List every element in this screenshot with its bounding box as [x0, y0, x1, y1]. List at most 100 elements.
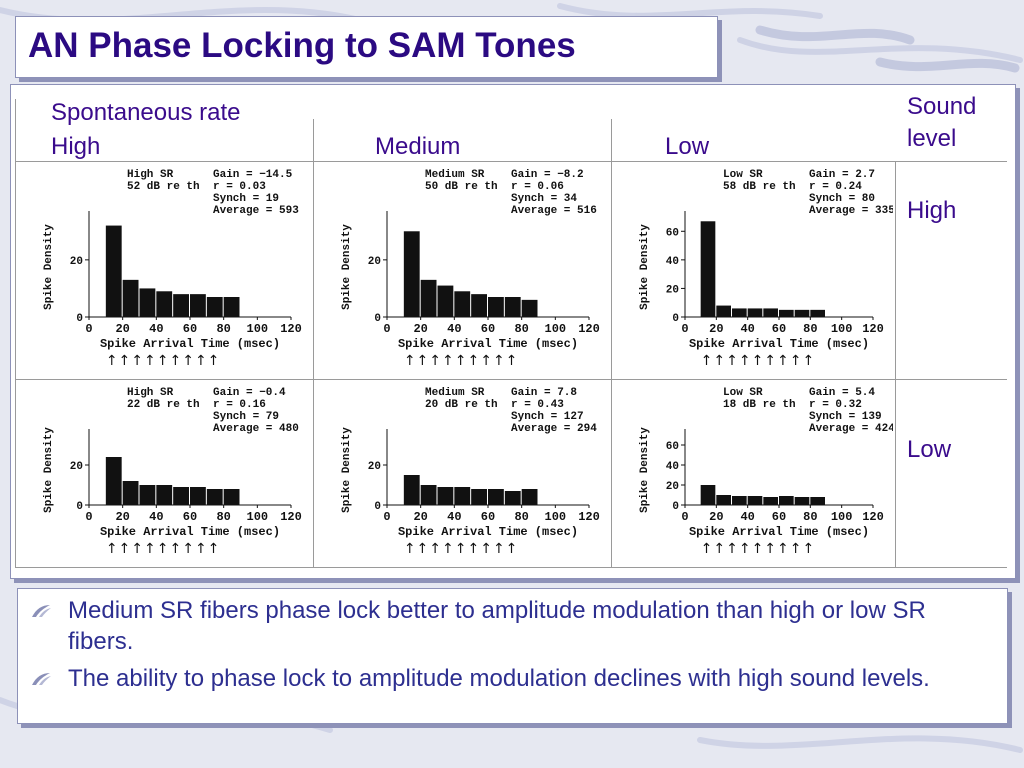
histogram-bar: [173, 487, 189, 505]
row-group-title: Sound level: [907, 93, 977, 152]
x-tick-label: 80: [803, 510, 817, 524]
histogram-bar: [700, 221, 716, 317]
stat-label: Gain = −8.2: [511, 169, 584, 181]
level-label: 22 dB re th: [127, 399, 200, 411]
histogram-bar: [156, 291, 173, 317]
x-tick-label: 40: [149, 322, 163, 336]
histogram-bar: [504, 491, 521, 505]
y-tick-label: 0: [672, 313, 679, 325]
level-label: 50 dB re th: [425, 181, 498, 193]
x-axis-label: Spike Arrival Time (msec): [689, 337, 869, 351]
stimulus-arrows: ↑↑↑↑↑↑↑↑↑: [106, 541, 221, 557]
grid-line-col1: [313, 119, 314, 567]
x-axis-label: Spike Arrival Time (msec): [398, 337, 578, 351]
stat-label: Average = 593: [213, 205, 299, 217]
histogram-bar: [420, 485, 437, 505]
x-tick-label: 60: [481, 322, 495, 336]
x-tick-label: 80: [216, 322, 230, 336]
x-tick-label: 120: [578, 322, 600, 336]
x-tick-label: 60: [772, 510, 786, 524]
stat-label: Synch = 19: [213, 193, 279, 205]
stat-label: Average = 480: [213, 423, 299, 435]
level-label: 52 dB re th: [127, 181, 200, 193]
y-axis-label: Spike Density: [341, 224, 353, 310]
x-tick-label: 20: [709, 510, 723, 524]
stat-label: Average = 516: [511, 205, 597, 217]
histogram-bar: [794, 309, 810, 317]
stat-label: Gain = −0.4: [213, 387, 286, 399]
x-tick-label: 120: [578, 510, 600, 524]
histogram-bar: [206, 489, 223, 505]
x-tick-label: 100: [831, 510, 853, 524]
histogram-medium-sr-high-level: Medium SR 50 dB re th Gain = −8.2 r = 0.06 S…: [315, 163, 609, 377]
fiber-type-label: Low SR: [723, 169, 763, 181]
histogram-bar: [810, 309, 825, 317]
slide-title-box: AN Phase Locking to SAM Tones: [15, 16, 718, 78]
x-axis-label: Spike Arrival Time (msec): [100, 525, 280, 539]
slide-title: AN Phase Locking to SAM Tones: [28, 26, 576, 65]
stat-label: Gain = 7.8: [511, 387, 577, 399]
x-tick-label: 0: [383, 322, 390, 336]
histogram-bar: [173, 294, 189, 317]
histogram-bar: [206, 297, 223, 317]
column-label-low: Low: [665, 133, 710, 160]
histogram-bar: [223, 489, 240, 505]
stat-label: Synch = 34: [511, 193, 577, 205]
histogram-medium-sr-low-level: Medium SR 20 dB re th Gain = 7.8 r = 0.43 Sy…: [315, 381, 609, 565]
swoosh-bullet-icon: [32, 673, 51, 685]
x-axis-label: Spike Arrival Time (msec): [100, 337, 280, 351]
histogram-bar: [420, 279, 437, 317]
histogram-bar: [190, 487, 206, 505]
stat-label: Gain = 2.7: [809, 169, 875, 181]
y-axis-label: Spike Density: [43, 224, 55, 310]
y-tick-label: 20: [368, 256, 381, 268]
histogram-bar: [190, 294, 206, 317]
histogram-bar: [139, 288, 156, 317]
histogram-bar: [156, 485, 173, 505]
fiber-type-label: High SR: [127, 169, 174, 181]
histogram-bar: [471, 294, 487, 317]
histogram-bar: [105, 225, 122, 317]
stimulus-arrows: ↑↑↑↑↑↑↑↑↑: [106, 353, 221, 369]
x-tick-label: 120: [862, 322, 884, 336]
histogram-bar: [794, 497, 810, 505]
y-tick-label: 0: [672, 501, 679, 513]
x-tick-label: 60: [481, 510, 495, 524]
x-tick-label: 100: [247, 322, 269, 336]
x-tick-label: 80: [803, 322, 817, 336]
row-label-high: High: [907, 197, 957, 224]
y-tick-label: 20: [666, 284, 679, 296]
y-tick-label: 0: [374, 313, 381, 325]
y-axis-label: Spike Density: [43, 427, 55, 513]
x-axis-label: Spike Arrival Time (msec): [398, 525, 578, 539]
stimulus-arrows: ↑↑↑↑↑↑↑↑↑: [404, 353, 519, 369]
y-tick-label: 0: [374, 501, 381, 513]
histogram-bar: [521, 299, 538, 317]
histogram-bar: [747, 496, 763, 505]
histogram-bar: [521, 489, 538, 505]
histogram-low-sr-low-level: Low SR 18 dB re th Gain = 5.4 r = 0.32 Synch…: [613, 381, 893, 565]
x-tick-label: 20: [413, 322, 427, 336]
stat-label: Average = 335: [809, 205, 893, 217]
grid-line-bottom: [15, 567, 1007, 568]
x-tick-label: 0: [681, 322, 688, 336]
fiber-type-label: High SR: [127, 387, 174, 399]
y-tick-label: 60: [666, 227, 679, 239]
x-tick-label: 60: [772, 322, 786, 336]
x-tick-label: 80: [514, 322, 528, 336]
grid-line-left: [15, 99, 16, 567]
stat-label: Synch = 139: [809, 411, 882, 423]
histogram-bar: [488, 297, 504, 317]
x-tick-label: 20: [115, 510, 129, 524]
x-tick-label: 40: [740, 510, 754, 524]
histogram-bar: [779, 496, 794, 505]
stat-label: Average = 424: [809, 423, 893, 435]
histogram-bar: [810, 497, 825, 505]
stat-label: Gain = −14.5: [213, 169, 293, 181]
histogram-bar: [732, 308, 747, 317]
column-label-high: High: [51, 133, 101, 160]
